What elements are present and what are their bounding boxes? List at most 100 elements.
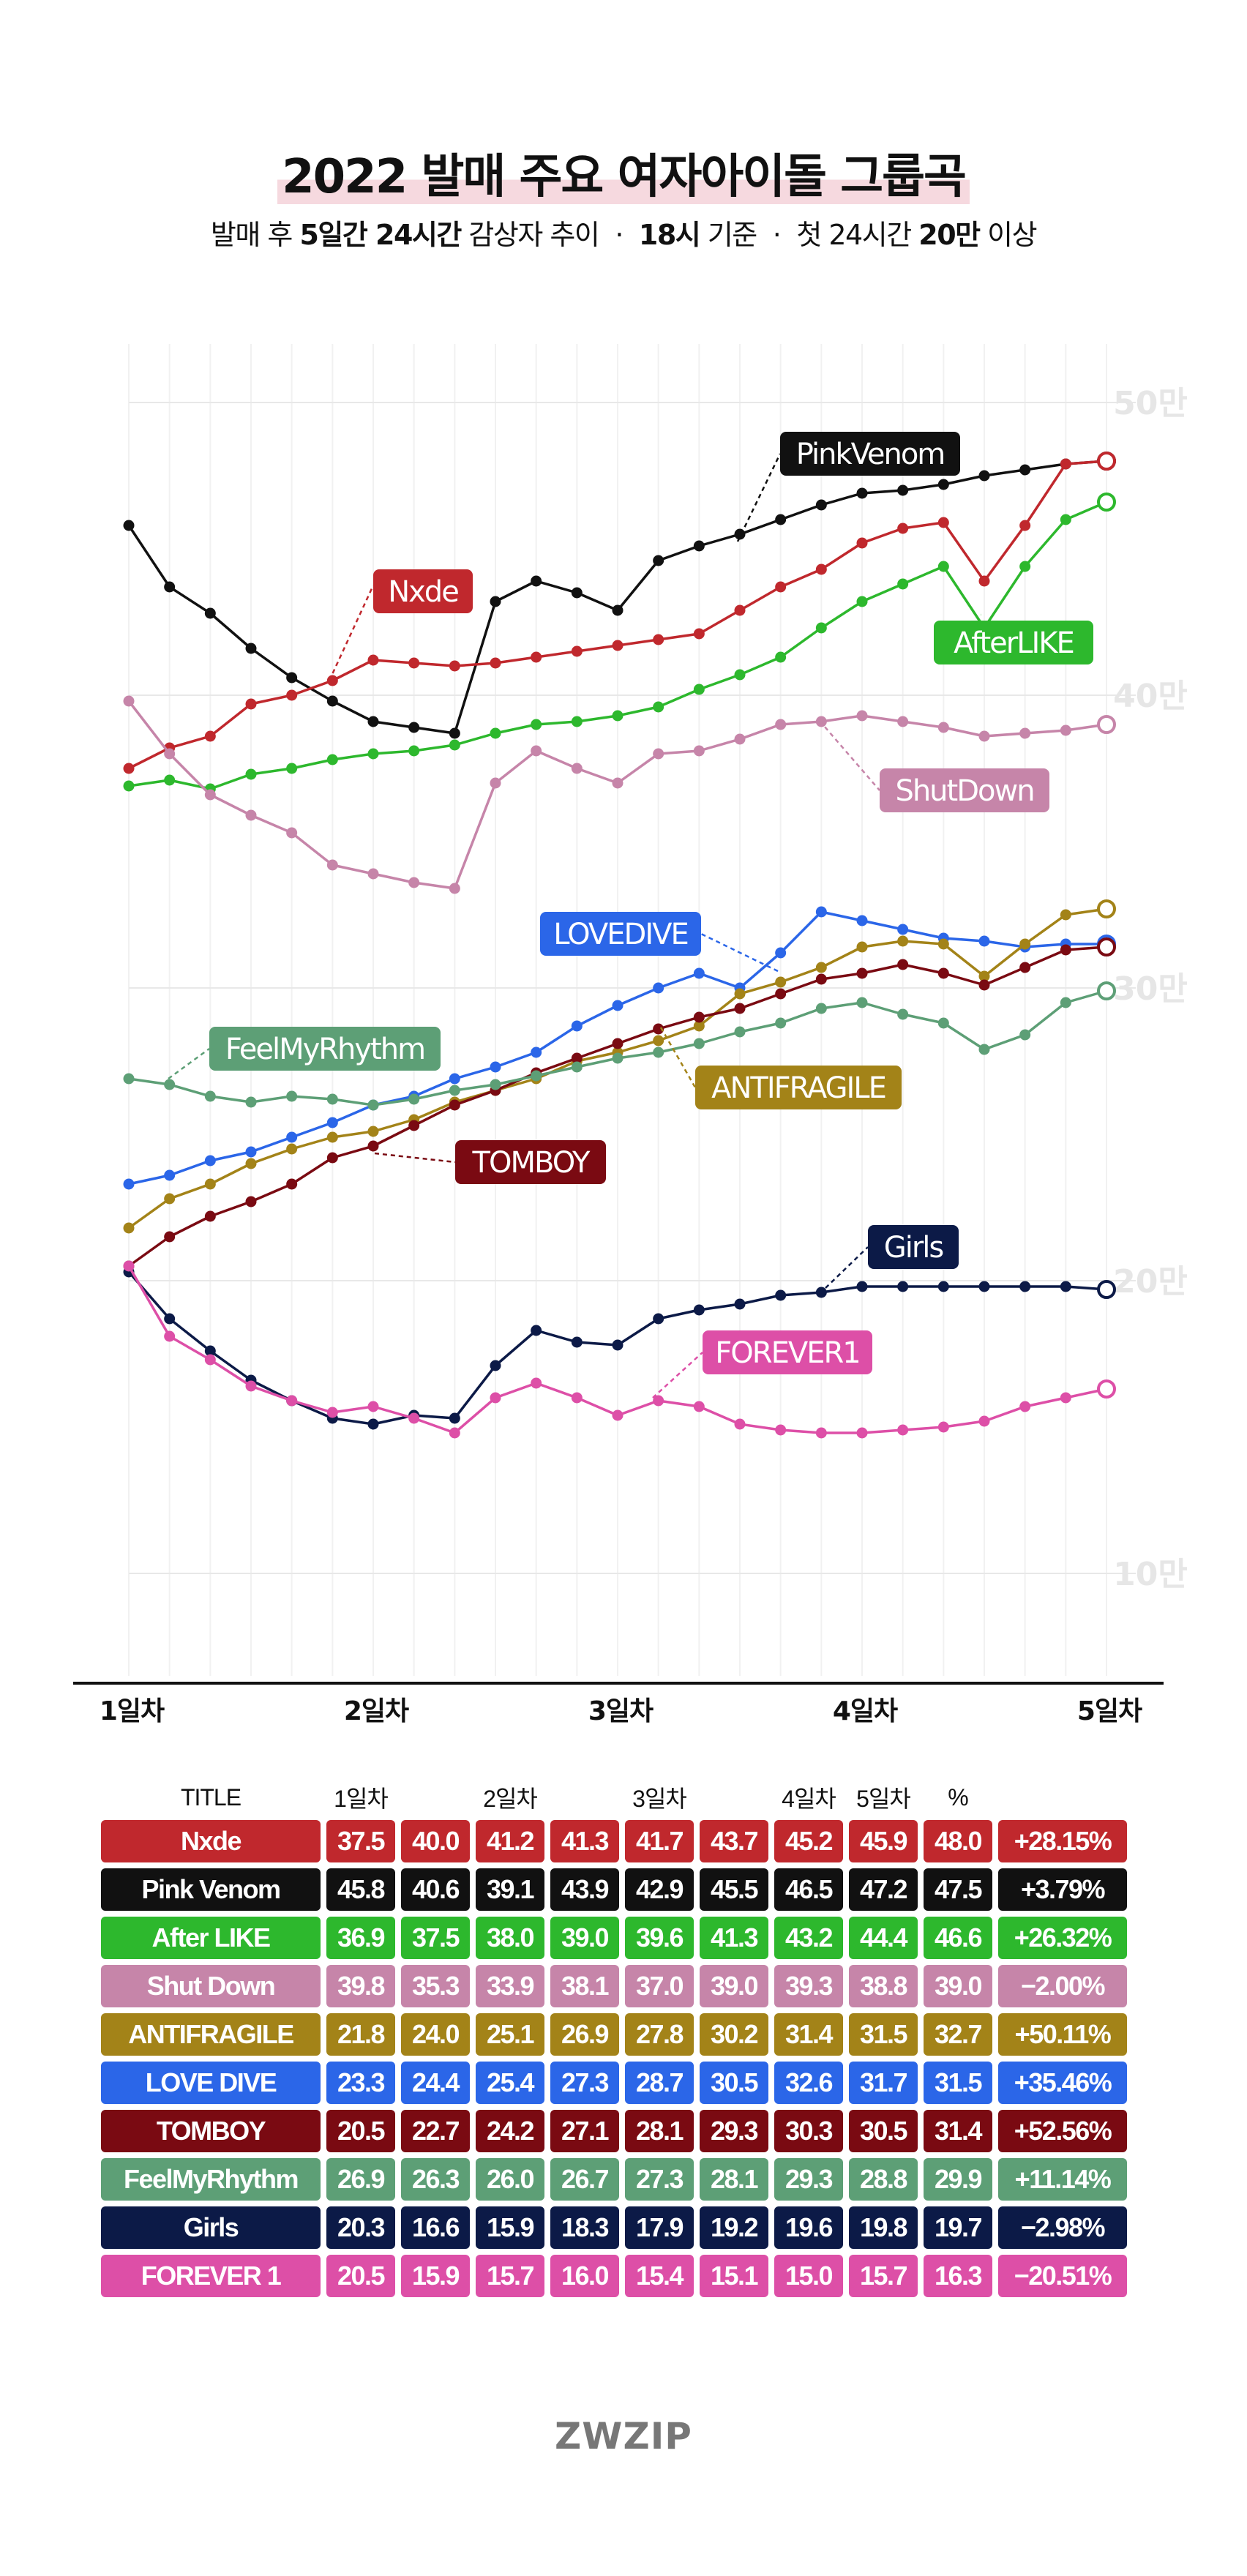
x-tick-label: 3일차 bbox=[588, 1696, 654, 1726]
series-point bbox=[245, 768, 257, 780]
table-cell: 27.3 bbox=[550, 2062, 619, 2104]
series-point bbox=[734, 1418, 746, 1430]
series-point bbox=[897, 484, 909, 496]
series-point bbox=[653, 634, 664, 645]
label-box bbox=[868, 1225, 959, 1269]
table-column-header bbox=[401, 1781, 470, 1814]
series-point bbox=[937, 1017, 949, 1029]
table-column-header: TITLE bbox=[180, 1783, 241, 1811]
label-leader-line bbox=[819, 720, 880, 791]
series-point bbox=[531, 1046, 542, 1058]
table-cell: 37.5 bbox=[401, 1917, 470, 1959]
series-point bbox=[449, 1427, 460, 1439]
table-cell: 16.0 bbox=[550, 2255, 619, 2297]
table-cell-percent: −2.00% bbox=[998, 1965, 1127, 2007]
chart-subtitle: 발매 후 5일간 24시간 감상자 추이 · 18시 기준 · 첫 24시간 20만 이… bbox=[210, 219, 1038, 251]
series-label-forever1: FOREVER1 bbox=[652, 1330, 872, 1399]
series-point bbox=[123, 780, 135, 792]
table-cell-percent: −20.51% bbox=[998, 2255, 1127, 2297]
series-point bbox=[531, 575, 542, 587]
x-tick-label: 1일차 bbox=[100, 1696, 165, 1726]
table-cell: 25.1 bbox=[476, 2013, 544, 2056]
series-point bbox=[815, 1003, 827, 1014]
table-cell: 17.9 bbox=[625, 2206, 694, 2249]
table-cell: 33.9 bbox=[476, 1965, 544, 2007]
series-point bbox=[367, 868, 379, 880]
line-chart: 10만 20만 30만 40만 50만 1일차 2일차 3일차 4일차 5일차 PinkVenom N… bbox=[73, 344, 1188, 1726]
label-box bbox=[695, 1066, 902, 1109]
series-point bbox=[693, 1304, 705, 1316]
series-point bbox=[164, 1193, 176, 1205]
series-point bbox=[815, 499, 827, 511]
series-point bbox=[693, 1020, 705, 1032]
table-cell: 30.5 bbox=[849, 2110, 918, 2152]
table-cell: 28.8 bbox=[849, 2158, 918, 2201]
table-cell: 27.1 bbox=[550, 2110, 619, 2152]
series-point bbox=[775, 719, 787, 730]
table-cell: 40.6 bbox=[401, 1868, 470, 1911]
series-point bbox=[245, 1196, 257, 1208]
table-cell: 47.5 bbox=[924, 1868, 992, 1911]
series-end-marker bbox=[1097, 899, 1116, 918]
table-cell: 25.4 bbox=[476, 2062, 544, 2104]
series-point bbox=[490, 1360, 501, 1371]
series-point bbox=[408, 1093, 420, 1105]
table-cell: 15.7 bbox=[476, 2255, 544, 2297]
table-cell: 26.3 bbox=[401, 2158, 470, 2201]
series-point bbox=[245, 1096, 257, 1108]
table-cell: 15.0 bbox=[774, 2255, 843, 2297]
series-point bbox=[693, 628, 705, 640]
series-point bbox=[856, 596, 868, 607]
series-point bbox=[571, 1336, 583, 1348]
series-label-text: AfterLIKE bbox=[954, 626, 1074, 660]
series-point bbox=[612, 777, 624, 789]
series-point bbox=[775, 581, 787, 593]
series-point bbox=[815, 973, 827, 985]
series-point bbox=[612, 1038, 624, 1049]
series-point bbox=[1019, 561, 1031, 572]
series-point bbox=[449, 727, 460, 739]
series-point bbox=[653, 1023, 664, 1035]
table-cell: 39.0 bbox=[700, 1965, 768, 2007]
table-cell: 29.3 bbox=[700, 2110, 768, 2152]
x-tick-label: 2일차 bbox=[344, 1696, 409, 1726]
table-cell: 15.9 bbox=[401, 2255, 470, 2297]
series-point bbox=[734, 604, 746, 616]
series-point bbox=[367, 654, 379, 666]
table-cell: 43.7 bbox=[700, 1820, 768, 1862]
table-cell: 31.4 bbox=[774, 2013, 843, 2056]
series-point bbox=[775, 947, 787, 959]
label-box bbox=[703, 1330, 872, 1374]
series-point bbox=[326, 675, 338, 686]
table-cell: 31.4 bbox=[924, 2110, 992, 2152]
label-box bbox=[209, 1027, 441, 1071]
series-point bbox=[204, 607, 216, 619]
series-point bbox=[123, 1073, 135, 1085]
table-cell: 43.9 bbox=[550, 1868, 619, 1911]
label-box bbox=[373, 569, 473, 613]
table-cell: 32.6 bbox=[774, 2062, 843, 2104]
series-point bbox=[490, 1061, 501, 1073]
series-point bbox=[408, 657, 420, 669]
series-point bbox=[693, 1011, 705, 1023]
series-point bbox=[367, 1401, 379, 1412]
series-point bbox=[367, 1418, 379, 1430]
table-cell: 39.3 bbox=[774, 1965, 843, 2007]
series-point bbox=[856, 967, 868, 979]
series-point bbox=[734, 1026, 746, 1038]
table-cell: 28.1 bbox=[700, 2158, 768, 2201]
series-label-tomboy: TOMBOY bbox=[374, 1140, 606, 1184]
series-label-girls: Girls bbox=[825, 1225, 959, 1289]
x-tick-label: 4일차 bbox=[833, 1696, 898, 1726]
table-cell: 27.3 bbox=[625, 2158, 694, 2201]
label-leader-line bbox=[659, 1027, 697, 1088]
series-point bbox=[164, 1169, 176, 1181]
series-point bbox=[449, 883, 460, 894]
table-cell: 37.0 bbox=[625, 1965, 694, 2007]
series-point bbox=[775, 514, 787, 525]
table-cell-percent: +26.32% bbox=[998, 1917, 1127, 1959]
table-cell: 20.5 bbox=[326, 2255, 395, 2297]
y-tick-label: 20만 bbox=[1113, 1263, 1188, 1300]
table-cell: 45.5 bbox=[700, 1868, 768, 1911]
series-point bbox=[693, 540, 705, 552]
